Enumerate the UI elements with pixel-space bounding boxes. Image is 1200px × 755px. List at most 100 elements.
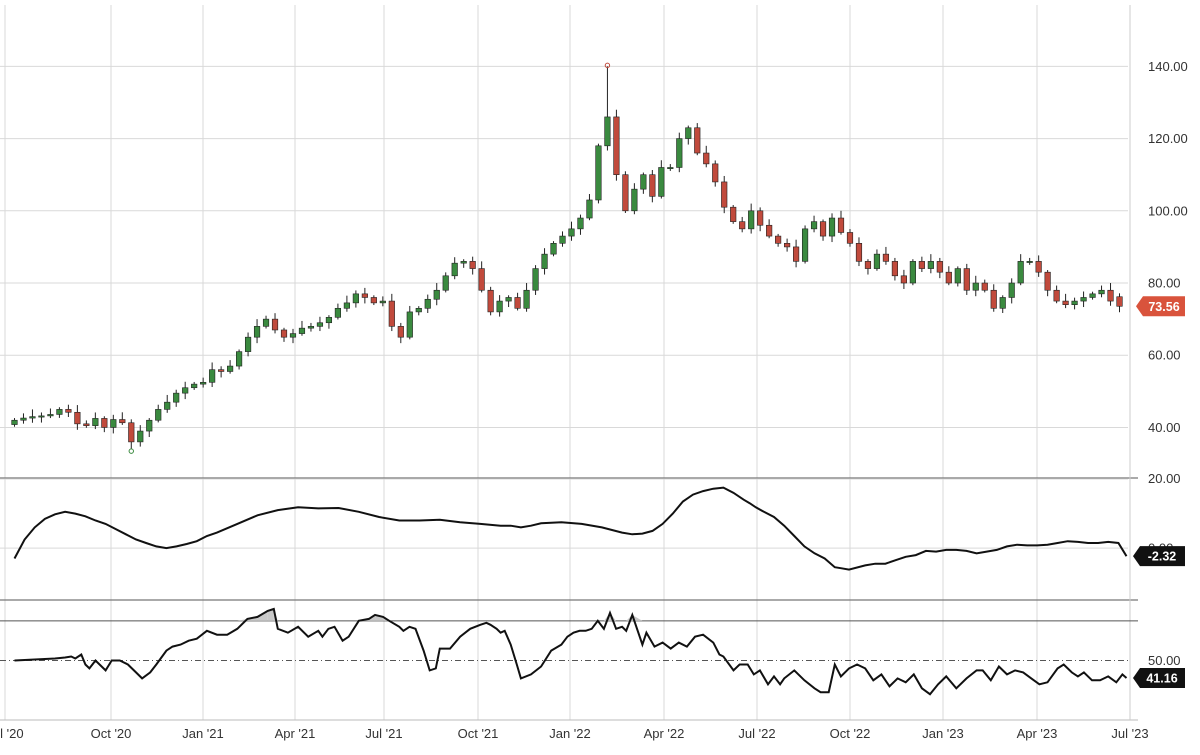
candle-body	[289, 333, 297, 338]
x-tick-label: Apr '23	[1017, 726, 1058, 741]
candle-body	[38, 415, 45, 418]
last-price-label: 73.56	[1148, 300, 1179, 314]
rsi-value: 41.16	[1146, 672, 1177, 686]
candle-body	[819, 221, 827, 237]
x-tick-label: Apr '22	[644, 726, 685, 741]
candle-body	[550, 243, 557, 255]
low-marker	[128, 448, 134, 454]
candle-body	[74, 411, 81, 425]
candle-body	[1080, 297, 1087, 302]
candle-body	[577, 217, 584, 230]
candle-body	[613, 116, 620, 176]
candle-body	[909, 261, 916, 284]
candle-body	[694, 127, 701, 154]
candle-body	[209, 369, 216, 383]
candle-body	[361, 293, 368, 298]
candle-body	[137, 430, 144, 443]
candle-body	[451, 262, 458, 277]
candle-body	[227, 365, 234, 372]
candle-body	[200, 382, 207, 385]
candle-body	[325, 317, 333, 324]
axis-labels: 140.00 120.00 100.00 80.00 60.00 40.00 Jul '20…	[0, 59, 1188, 741]
candle-body	[712, 163, 719, 183]
candle-body	[496, 300, 503, 313]
candle-body	[945, 271, 952, 284]
candle-body	[855, 243, 863, 262]
candle-body	[649, 174, 656, 197]
candle-body	[173, 392, 180, 403]
candle-body	[990, 289, 997, 309]
candle-body	[110, 419, 117, 428]
candle-body	[972, 282, 979, 291]
candle-body	[1098, 289, 1105, 295]
candle-body	[1116, 296, 1123, 307]
candle-body	[280, 329, 288, 338]
candle-body	[658, 167, 665, 197]
candle-body	[891, 261, 898, 277]
candle-body	[999, 297, 1006, 309]
candle-body	[1044, 271, 1051, 291]
candle-body	[730, 206, 737, 222]
candle-body	[65, 409, 72, 413]
candle-body	[703, 152, 710, 165]
candle-body	[1017, 261, 1024, 284]
x-tick-label: Oct '22	[830, 726, 871, 741]
last-price-badge	[1136, 296, 1185, 317]
candle-body	[460, 261, 467, 264]
x-tick-label: Jul '23	[1111, 726, 1148, 741]
candle-body	[505, 297, 512, 302]
candle-body	[882, 253, 890, 262]
candle-body	[748, 210, 755, 230]
candle-body	[244, 336, 252, 352]
candle-body	[667, 167, 674, 169]
rsi-overbought-fill	[237, 608, 643, 621]
candle-body	[253, 326, 261, 338]
candle-body	[622, 174, 629, 212]
y-tick-label: 100.00	[1148, 203, 1188, 218]
indicator-lines	[13, 486, 1128, 696]
candle-body	[954, 268, 961, 284]
x-tick-label: Jul '22	[738, 726, 775, 741]
candle-body	[514, 297, 521, 309]
candle-body	[334, 307, 341, 318]
candle-body	[1035, 261, 1042, 273]
rsi-fill-segment	[267, 608, 274, 621]
candle-body	[29, 416, 36, 419]
candle-body	[757, 210, 764, 226]
candle-body	[182, 387, 189, 394]
candle-body	[685, 127, 692, 139]
candle-body	[873, 253, 881, 269]
x-tick-label: Oct '21	[458, 726, 499, 741]
candle-body	[379, 300, 386, 304]
candle-body	[433, 289, 440, 300]
candle-body	[766, 224, 773, 237]
candle-body	[469, 261, 476, 269]
x-tick-label: Oct '20	[91, 726, 132, 741]
candle-body	[721, 181, 728, 208]
rsi-line	[14, 607, 1128, 696]
candle-body	[56, 409, 63, 415]
candle-body	[801, 228, 809, 262]
candle-body	[83, 423, 90, 426]
candle-body	[775, 235, 782, 244]
candle-body	[640, 174, 647, 190]
candle-body	[927, 261, 934, 269]
x-tick-label: Jul '21	[365, 726, 402, 741]
candle-body	[532, 268, 539, 291]
candle-body	[864, 261, 872, 269]
candle-body	[900, 275, 907, 284]
x-tick-label: Apr '21	[275, 726, 316, 741]
candle-body	[406, 311, 413, 338]
candle-body	[918, 261, 925, 269]
x-tick-label: Jan '22	[549, 726, 591, 741]
candlestick-series[interactable]	[11, 62, 1123, 454]
candle-body	[262, 318, 270, 327]
candle-body	[793, 246, 800, 262]
candle-body	[478, 268, 485, 291]
candle-body	[218, 369, 225, 372]
candle-body	[352, 293, 359, 304]
candle-body	[1053, 289, 1060, 302]
candle-body	[676, 138, 683, 168]
candle-body	[119, 419, 126, 424]
